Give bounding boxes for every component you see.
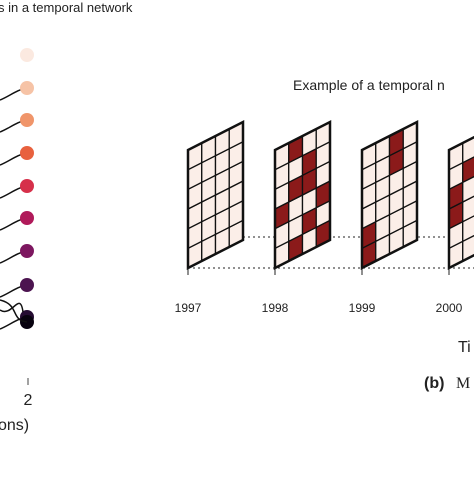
grid-cell bbox=[462, 175, 474, 204]
year-label: 1999 bbox=[349, 301, 376, 315]
node-dot bbox=[20, 146, 34, 160]
year-label: 1997 bbox=[175, 301, 202, 315]
node-dot bbox=[20, 179, 34, 193]
x-axis-label: Ti bbox=[458, 339, 471, 356]
grid-cell bbox=[462, 156, 474, 184]
grid-frame bbox=[186, 119, 245, 271]
grid-cell bbox=[462, 136, 474, 164]
caption-label: (b) bbox=[424, 375, 444, 392]
node-dot bbox=[20, 244, 34, 258]
grid-cell bbox=[462, 215, 474, 243]
node-dot bbox=[20, 278, 34, 292]
left-title: s in a temporal network bbox=[0, 0, 133, 15]
node-dot bbox=[20, 211, 34, 225]
node-dot bbox=[20, 113, 34, 127]
node-dot bbox=[20, 48, 34, 62]
grid-cell bbox=[462, 195, 474, 223]
right-title: Example of a temporal n bbox=[293, 77, 445, 93]
grid-frame bbox=[273, 119, 332, 271]
year-label: 1998 bbox=[262, 301, 289, 315]
year-label: 2000 bbox=[436, 301, 463, 315]
grid-frame bbox=[360, 119, 419, 271]
node-dot bbox=[20, 81, 34, 95]
caption: M bbox=[456, 375, 470, 392]
x-axis-label: ons) bbox=[0, 417, 29, 434]
grid-frame bbox=[447, 135, 474, 271]
link-curve bbox=[0, 299, 28, 323]
x-tick-label: 2 bbox=[24, 392, 33, 409]
